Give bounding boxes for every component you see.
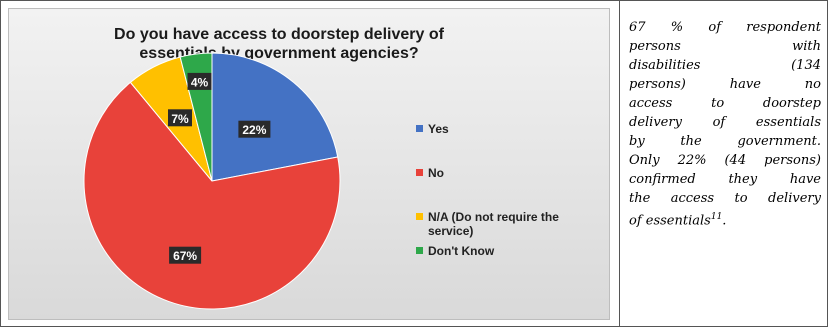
data-label-4pct: 4% — [187, 72, 212, 90]
svg-text:7%: 7% — [171, 112, 189, 126]
description-line: Only 22% (44 persons) — [629, 153, 821, 168]
cell-divider — [619, 0, 620, 327]
legend-label: Yes — [428, 122, 449, 136]
data-label-67pct: 67% — [169, 246, 202, 264]
data-label-7pct: 7% — [168, 109, 192, 127]
description-line: 67% of respondent — [629, 20, 821, 35]
legend-swatch — [416, 247, 423, 254]
svg-text:22%: 22% — [242, 123, 266, 137]
description-line: delivery of essentials — [629, 115, 821, 130]
footnote-marker: 11 — [710, 212, 723, 222]
pie-slice-no — [83, 81, 341, 310]
description-line: the access to delivery — [629, 191, 821, 206]
svg-text:67%: 67% — [173, 249, 197, 263]
pie-slice-yes — [211, 52, 339, 182]
legend-item: No — [416, 166, 444, 180]
description-line: persons) have no — [629, 77, 821, 92]
description-line: persons with — [629, 39, 821, 54]
description-line: access to doorstep — [629, 96, 821, 111]
pie-chart: 22% 67% 7% 4% — [83, 52, 341, 310]
description-line: of essentials11. — [629, 212, 727, 229]
legend-swatch — [416, 213, 423, 220]
svg-text:4%: 4% — [191, 75, 209, 89]
legend-label: N/A (Do not require the — [428, 210, 559, 224]
legend-item: Yes — [416, 122, 449, 136]
description-line: disabilities (134 — [629, 58, 821, 73]
legend-item: N/A (Do not require the service) — [416, 210, 559, 238]
legend-label: Don't Know — [428, 244, 495, 258]
legend-item: Don't Know — [416, 244, 494, 258]
description-line: confirmed they have — [629, 172, 821, 187]
data-label-22pct: 22% — [238, 120, 271, 138]
legend-swatch — [416, 125, 423, 132]
description-text: 67% of respondent persons with disabilities (1… — [629, 18, 821, 230]
chart-panel: Do you have access to doorstep delivery … — [8, 8, 610, 320]
legend-label: No — [428, 166, 444, 180]
legend-label: service) — [428, 224, 474, 238]
description-line: by the government. — [629, 134, 821, 149]
chart-title-line-1: Do you have access to doorstep delivery … — [114, 26, 444, 43]
legend-swatch — [416, 169, 423, 176]
